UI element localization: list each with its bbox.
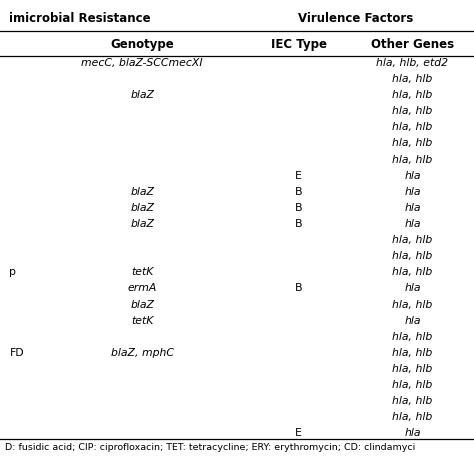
Text: E: E <box>295 428 302 438</box>
Text: blaZ: blaZ <box>130 90 154 100</box>
Text: B: B <box>295 219 302 229</box>
Text: hla, hlb, etd2: hla, hlb, etd2 <box>376 58 448 68</box>
Text: Other Genes: Other Genes <box>371 38 454 51</box>
Text: hla, hlb: hla, hlb <box>392 300 432 310</box>
Text: B: B <box>295 187 302 197</box>
Text: hla, hlb: hla, hlb <box>392 155 432 164</box>
Text: hla: hla <box>404 316 420 326</box>
Text: hla, hlb: hla, hlb <box>392 332 432 342</box>
Text: blaZ: blaZ <box>130 300 154 310</box>
Text: hla, hlb: hla, hlb <box>392 106 432 116</box>
Text: ermA: ermA <box>128 283 157 293</box>
Text: E: E <box>295 171 302 181</box>
Text: blaZ: blaZ <box>130 219 154 229</box>
Text: Genotype: Genotype <box>110 38 174 51</box>
Text: hla: hla <box>404 171 420 181</box>
Text: IEC Type: IEC Type <box>271 38 327 51</box>
Text: blaZ, mphC: blaZ, mphC <box>111 348 173 358</box>
Text: hla: hla <box>404 187 420 197</box>
Text: D: fusidic acid; CIP: ciprofloxacin; TET: tetracycline; ERY: erythromycin; CD: c: D: fusidic acid; CIP: ciprofloxacin; TET… <box>5 443 415 452</box>
Text: p: p <box>9 267 17 277</box>
Text: hla, hlb: hla, hlb <box>392 138 432 148</box>
Text: hla, hlb: hla, hlb <box>392 235 432 245</box>
Text: blaZ: blaZ <box>130 203 154 213</box>
Text: tetK: tetK <box>131 316 154 326</box>
Text: imicrobial Resistance: imicrobial Resistance <box>9 12 151 25</box>
Text: mecC, blaZ-SCCmecXI: mecC, blaZ-SCCmecXI <box>82 58 203 68</box>
Text: Virulence Factors: Virulence Factors <box>298 12 413 25</box>
Text: hla, hlb: hla, hlb <box>392 396 432 406</box>
Text: hla, hlb: hla, hlb <box>392 251 432 261</box>
Text: hla: hla <box>404 203 420 213</box>
Text: hla, hlb: hla, hlb <box>392 90 432 100</box>
Text: hla, hlb: hla, hlb <box>392 74 432 84</box>
Text: hla, hlb: hla, hlb <box>392 412 432 422</box>
Text: hla, hlb: hla, hlb <box>392 380 432 390</box>
Text: B: B <box>295 283 302 293</box>
Text: hla, hlb: hla, hlb <box>392 348 432 358</box>
Text: hla, hlb: hla, hlb <box>392 267 432 277</box>
Text: hla, hlb: hla, hlb <box>392 122 432 132</box>
Text: hla: hla <box>404 428 420 438</box>
Text: hla, hlb: hla, hlb <box>392 364 432 374</box>
Text: hla: hla <box>404 219 420 229</box>
Text: B: B <box>295 203 302 213</box>
Text: blaZ: blaZ <box>130 187 154 197</box>
Text: hla: hla <box>404 283 420 293</box>
Text: FD: FD <box>9 348 24 358</box>
Text: tetK: tetK <box>131 267 154 277</box>
